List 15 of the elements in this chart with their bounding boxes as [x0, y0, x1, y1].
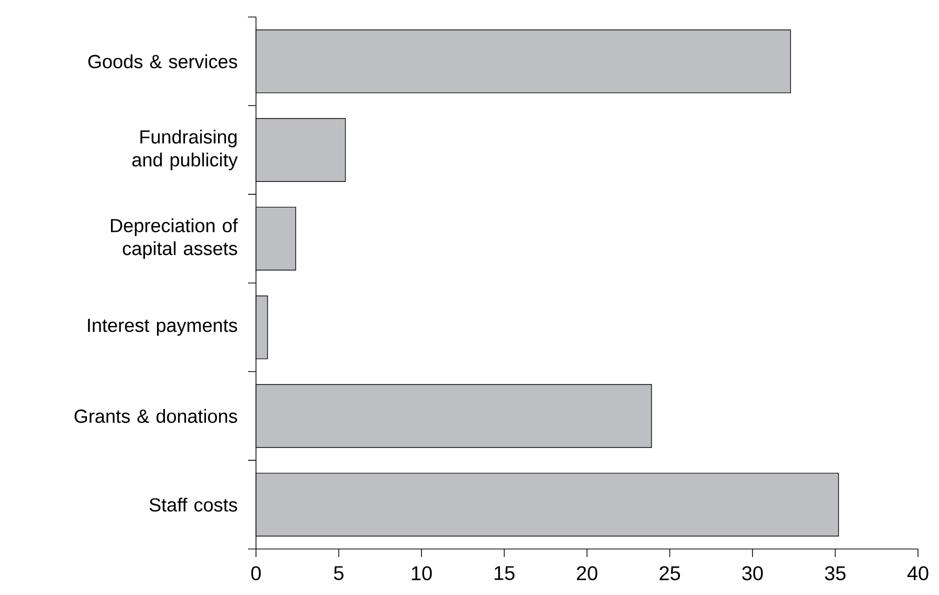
x-tick-label: 25 [660, 566, 680, 580]
x-tick-label: 5 [334, 566, 344, 580]
y-tick-label: Grants & donations [74, 409, 238, 423]
x-tick-label: 30 [742, 566, 763, 580]
x-tick-label: 20 [576, 566, 598, 580]
x-tick-label: 35 [824, 566, 846, 580]
x-tick-label: 0 [251, 566, 261, 580]
y-tick-label: Depreciation of capital assets [110, 218, 238, 259]
y-tick-label: Fundraising and publicity [132, 130, 238, 170]
x-tick-label: 15 [494, 566, 514, 580]
y-tick-label: Staff costs [150, 498, 238, 512]
y-tick-label: Interest payments [88, 318, 238, 336]
y-tick-label: Goods & services [88, 54, 238, 68]
x-tick-label: 40 [907, 566, 928, 580]
x-tick-label: 10 [412, 566, 432, 580]
